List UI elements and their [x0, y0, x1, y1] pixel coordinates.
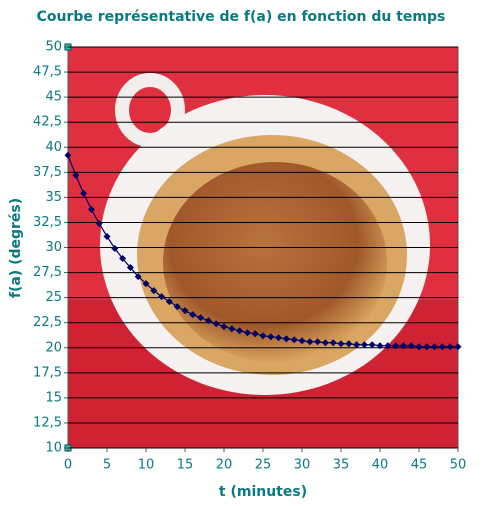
- y-tick-label: 50: [45, 40, 62, 55]
- data-point: [282, 335, 290, 343]
- chart-title: Courbe représentative de f(a) en fonctio…: [37, 9, 446, 25]
- x-tick-label: 40: [372, 458, 389, 473]
- y-tick-label: 17,5: [33, 365, 62, 380]
- data-point: [259, 332, 267, 340]
- data-point: [392, 342, 400, 350]
- data-point: [423, 343, 431, 351]
- x-tick-label: 5: [103, 458, 111, 473]
- data-point: [368, 341, 376, 349]
- data-point: [306, 338, 314, 346]
- data-point: [173, 303, 181, 311]
- x-tick-label: 50: [450, 458, 467, 473]
- x-tick-label: 20: [216, 458, 233, 473]
- y-tick-label: 15: [45, 390, 62, 405]
- data-point: [384, 342, 392, 350]
- x-tick-label: 45: [411, 458, 428, 473]
- data-point: [353, 341, 361, 349]
- y-tick-label: 40: [45, 140, 62, 155]
- data-point: [446, 343, 454, 351]
- data-point: [134, 273, 142, 281]
- data-point: [189, 311, 197, 319]
- y-tick-label: 12,5: [33, 415, 62, 430]
- data-point: [95, 219, 103, 227]
- data-point: [314, 338, 322, 346]
- x-tick-label: 15: [177, 458, 194, 473]
- data-point: [321, 339, 329, 347]
- data-point: [126, 264, 134, 272]
- data-point: [228, 325, 236, 333]
- data-point: [399, 342, 407, 350]
- x-tick-label: 0: [64, 458, 72, 473]
- y-tick-label: 27,5: [33, 265, 62, 280]
- data-point: [345, 340, 353, 348]
- data-point: [360, 341, 368, 349]
- x-tick-label: 10: [138, 458, 155, 473]
- data-point: [142, 280, 150, 288]
- data-point: [438, 343, 446, 351]
- data-point: [298, 337, 306, 345]
- data-point: [236, 327, 244, 335]
- y-tick-label: 30: [45, 240, 62, 255]
- x-tick-label: 35: [333, 458, 350, 473]
- x-axis-label: t (minutes): [219, 484, 307, 500]
- y-tick-label: 20: [45, 340, 62, 355]
- y-tick-label: 35: [45, 190, 62, 205]
- data-point: [251, 330, 259, 338]
- data-point: [220, 323, 228, 331]
- y-tick-label: 37,5: [33, 165, 62, 180]
- data-point: [275, 334, 283, 342]
- data-point: [103, 232, 111, 240]
- y-tick-label: 22,5: [33, 315, 62, 330]
- y-axis-label: f(a) (degrés): [8, 198, 24, 298]
- data-point: [64, 151, 72, 159]
- x-tick-label: 25: [255, 458, 272, 473]
- data-point: [80, 189, 88, 197]
- data-point: [150, 287, 158, 295]
- y-tick-label: 42,5: [33, 115, 62, 130]
- data-point: [181, 307, 189, 315]
- data-point: [87, 205, 95, 213]
- data-point: [212, 320, 220, 328]
- y-tick-label: 47,5: [33, 65, 62, 80]
- data-point: [197, 314, 205, 322]
- x-tick-label: 30: [294, 458, 311, 473]
- data-point: [119, 255, 127, 263]
- data-point: [415, 343, 423, 351]
- data-point: [243, 329, 251, 337]
- y-tick-label: 45: [45, 90, 62, 105]
- data-point: [290, 336, 298, 344]
- y-tick-label: 25: [45, 290, 62, 305]
- data-point: [431, 343, 439, 351]
- data-point: [407, 342, 415, 350]
- data-point: [267, 333, 275, 341]
- data-point: [204, 317, 212, 325]
- data-point: [72, 171, 80, 179]
- data-point: [329, 339, 337, 347]
- y-tick-label: 10: [45, 441, 62, 456]
- data-point: [111, 245, 119, 253]
- background-photo: [68, 47, 458, 448]
- data-point: [158, 293, 166, 301]
- data-point: [376, 342, 384, 350]
- data-point: [165, 298, 173, 306]
- data-point: [337, 340, 345, 348]
- data-point: [454, 343, 462, 351]
- y-tick-label: 32,5: [33, 215, 62, 230]
